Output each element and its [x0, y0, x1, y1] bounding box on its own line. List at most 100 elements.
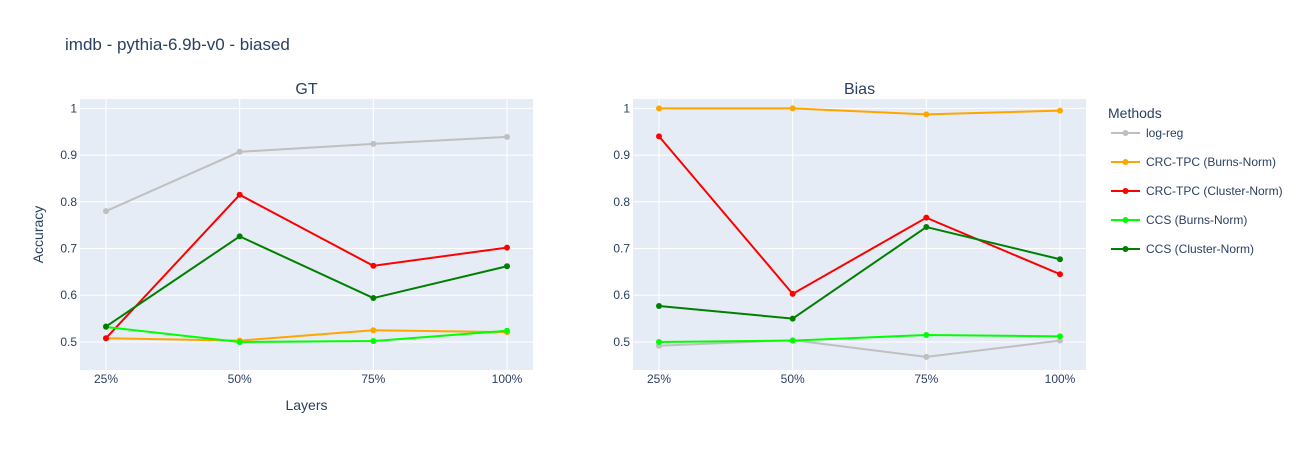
y-tick-label: 1	[623, 101, 630, 115]
subplots: 0.5 0.6 0.7 0.8 0.9 1 25% 50% 75% 100% GT Layers Acc…	[30, 81, 1086, 413]
data-point-ccs-burns-norm	[1057, 333, 1063, 340]
subplot-title: GT	[295, 81, 317, 98]
data-point-ccs-cluster-norm	[103, 323, 109, 330]
y-tick-label: 0.8	[60, 195, 77, 209]
data-point-log-reg	[370, 140, 377, 147]
data-point-ccs-cluster-norm	[370, 295, 377, 302]
subplot-title: Bias	[844, 81, 875, 98]
series-log-reg	[103, 133, 510, 215]
series-line-ccs-burns-norm	[658, 333, 1061, 343]
series-ccs-burns-norm	[656, 331, 1063, 345]
data-point-log-reg	[504, 133, 510, 140]
y-axis-title: Accuracy	[30, 206, 46, 264]
data-point-log-reg	[1057, 337, 1063, 344]
subplot-bias: 0.5 0.6 0.7 0.8 0.9 1 25% 50% 75% 100% Bias	[613, 81, 1086, 386]
data-point-log-reg	[103, 208, 109, 215]
y-tick-label: 0.9	[613, 148, 630, 162]
data-point-ccs-burns-norm	[789, 337, 796, 344]
data-point-crc-tpc-burns-norm	[923, 111, 930, 118]
data-point-crc-tpc-cluster-norm	[789, 290, 796, 297]
plot-area-bias	[633, 99, 1086, 370]
legend-item-ccs-cluster-norm[interactable]: CCS (Cluster-Norm)	[1111, 242, 1254, 256]
legend-swatch-marker	[1122, 188, 1129, 194]
data-point-ccs-burns-norm	[656, 338, 662, 345]
data-point-ccs-burns-norm	[236, 338, 243, 345]
series-crc-tpc-burns-norm	[656, 105, 1063, 118]
series-line-crc-tpc-cluster-norm	[658, 135, 1061, 296]
series-line-crc-tpc-burns-norm	[659, 107, 1061, 116]
y-tick-label: 0.9	[60, 148, 77, 162]
y-tick-label: 0.6	[613, 288, 630, 302]
legend-label: CCS (Cluster-Norm)	[1146, 242, 1254, 256]
series-line-crc-tpc-cluster-norm	[105, 193, 508, 339]
legend-swatch-marker	[1122, 217, 1129, 223]
series-line-crc-tpc-burns-norm	[105, 329, 508, 342]
legend-swatch-marker	[1122, 130, 1129, 136]
data-point-crc-tpc-cluster-norm	[103, 335, 109, 342]
series-ccs-cluster-norm	[103, 233, 510, 330]
x-tick-label: 75%	[914, 372, 938, 386]
x-tick-label: 100%	[1045, 372, 1076, 386]
legend-label: log-reg	[1146, 126, 1183, 140]
data-point-ccs-cluster-norm	[504, 263, 510, 270]
x-tick-label: 50%	[781, 372, 805, 386]
data-point-ccs-burns-norm	[370, 338, 377, 345]
legend-swatch-marker	[1122, 246, 1129, 252]
legend-item-crc-tpc-cluster-norm[interactable]: CRC-TPC (Cluster-Norm)	[1111, 184, 1283, 198]
legend-item-log-reg[interactable]: log-reg	[1111, 126, 1183, 140]
y-tick-label: 0.5	[613, 335, 630, 349]
y-tick-label: 0.6	[60, 288, 77, 302]
data-point-ccs-cluster-norm	[236, 233, 243, 240]
data-point-crc-tpc-burns-norm	[1057, 107, 1063, 114]
x-tick-label: 100%	[492, 372, 523, 386]
data-point-crc-tpc-burns-norm	[656, 105, 662, 112]
y-tick-label: 1	[70, 101, 77, 115]
subplot-gt: 0.5 0.6 0.7 0.8 0.9 1 25% 50% 75% 100% GT Layers Acc…	[30, 81, 533, 413]
data-point-log-reg	[923, 353, 930, 360]
legend-swatch-marker	[1122, 159, 1129, 165]
x-tick-label: 25%	[647, 372, 671, 386]
series-line-log-reg	[105, 135, 508, 213]
data-point-crc-tpc-cluster-norm	[370, 262, 377, 269]
plot-area-gt	[80, 99, 533, 370]
y-tick-label: 0.7	[613, 242, 630, 256]
legend-item-ccs-burns-norm[interactable]: CCS (Burns-Norm)	[1111, 213, 1247, 227]
legend-label: CRC-TPC (Cluster-Norm)	[1146, 184, 1283, 198]
series-line-ccs-cluster-norm	[105, 235, 508, 328]
series-crc-tpc-cluster-norm	[103, 191, 510, 342]
data-point-crc-tpc-cluster-norm	[656, 133, 662, 140]
data-point-log-reg	[236, 148, 243, 155]
data-point-ccs-cluster-norm	[923, 224, 930, 231]
data-point-ccs-cluster-norm	[656, 302, 662, 309]
data-point-ccs-burns-norm	[923, 331, 930, 338]
y-tick-label: 0.7	[60, 242, 77, 256]
data-point-crc-tpc-cluster-norm	[923, 214, 930, 221]
x-tick-label: 25%	[94, 372, 118, 386]
data-point-crc-tpc-burns-norm	[789, 105, 796, 112]
data-point-crc-tpc-cluster-norm	[504, 244, 510, 251]
series-line-log-reg	[658, 339, 1061, 358]
y-tick-label: 0.5	[60, 335, 77, 349]
series-crc-tpc-cluster-norm	[656, 133, 1063, 297]
legend-label: CRC-TPC (Burns-Norm)	[1146, 155, 1276, 169]
data-point-crc-tpc-burns-norm	[370, 327, 377, 334]
series-ccs-cluster-norm	[656, 224, 1063, 322]
series-line-ccs-burns-norm	[105, 326, 508, 343]
series-line-ccs-cluster-norm	[658, 225, 1061, 320]
x-axis-title: Layers	[285, 397, 327, 413]
data-point-ccs-cluster-norm	[789, 315, 796, 322]
legend-label: CCS (Burns-Norm)	[1146, 213, 1247, 227]
legend-item-crc-tpc-burns-norm[interactable]: CRC-TPC (Burns-Norm)	[1111, 155, 1276, 169]
data-point-crc-tpc-cluster-norm	[1057, 271, 1063, 278]
legend[interactable]: Methods log-reg CRC-TPC (Burns-Norm) CRC-T…	[1108, 105, 1283, 256]
legend-title: Methods	[1108, 105, 1162, 121]
data-point-ccs-cluster-norm	[1057, 256, 1063, 263]
x-tick-label: 75%	[361, 372, 385, 386]
data-point-crc-tpc-cluster-norm	[236, 191, 243, 198]
chart-title: imdb - pythia-6.9b-v0 - biased	[65, 35, 290, 54]
x-tick-label: 50%	[228, 372, 252, 386]
y-tick-label: 0.8	[613, 195, 630, 209]
data-point-ccs-burns-norm	[504, 327, 510, 334]
